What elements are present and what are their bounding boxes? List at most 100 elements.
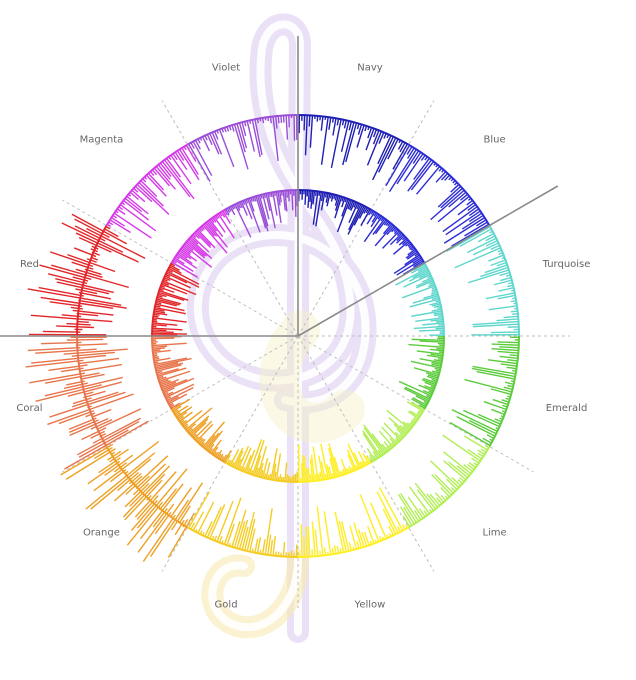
bar-outer-yellow bbox=[336, 546, 340, 554]
bar-inner-emerald bbox=[426, 375, 438, 381]
bar-outer-coral bbox=[77, 343, 108, 346]
bar-outer-magenta bbox=[123, 199, 150, 221]
bar-inner-red bbox=[153, 317, 187, 323]
bar-outer-ext-orange bbox=[171, 520, 179, 531]
bar-inner-magenta bbox=[220, 211, 226, 218]
bar-inner-emerald bbox=[430, 353, 443, 357]
bar-inner-emerald bbox=[419, 340, 444, 343]
bar-inner-gold bbox=[275, 453, 282, 481]
bar-inner-yellow bbox=[365, 455, 371, 464]
bar-inner-magenta bbox=[181, 247, 191, 255]
bar-outer-magenta bbox=[140, 180, 158, 197]
bar-outer-ext-red bbox=[75, 268, 87, 274]
bar-outer-navy bbox=[366, 131, 383, 166]
bar-inner-gold bbox=[265, 462, 271, 479]
bar-inner-turquoise bbox=[401, 285, 436, 299]
bar-inner-yellow bbox=[342, 468, 346, 475]
segment-label-blue: Blue bbox=[484, 134, 506, 145]
bar-inner-gold bbox=[270, 448, 278, 480]
bar-outer-lime bbox=[436, 497, 443, 505]
bar-outer-lime bbox=[430, 460, 460, 489]
bar-inner-blue bbox=[374, 219, 387, 235]
bar-outer-lime bbox=[426, 493, 439, 508]
bar-outer-emerald bbox=[486, 434, 495, 440]
bar-outer-ext-red bbox=[74, 218, 103, 235]
bar-inner-red bbox=[158, 290, 189, 301]
bar-outer-red bbox=[77, 326, 95, 329]
bar-outer-lime bbox=[403, 506, 415, 525]
bar-inner-emerald bbox=[415, 395, 429, 403]
bar-outer-orange bbox=[119, 462, 128, 468]
bar-outer-orange bbox=[113, 448, 129, 460]
bar-inner-lime bbox=[406, 401, 424, 412]
bar-outer-magenta bbox=[134, 185, 153, 203]
bar-outer-ext-coral bbox=[58, 411, 91, 425]
bar-inner-turquoise bbox=[429, 301, 441, 306]
bar-inner-coral bbox=[156, 364, 182, 372]
bar-outer-lime bbox=[463, 464, 473, 473]
bar-inner-yellow bbox=[347, 454, 356, 471]
bar-outer-orange bbox=[166, 503, 175, 515]
bar-inner-orange bbox=[186, 423, 196, 432]
bar-outer-ext-red bbox=[78, 236, 97, 247]
bar-inner-magenta bbox=[180, 248, 198, 262]
ring-outer-arc bbox=[297, 526, 409, 558]
bar-inner-emerald bbox=[434, 367, 441, 371]
bar-inner-magenta bbox=[183, 244, 213, 268]
bar-outer-ext-orange bbox=[174, 523, 183, 536]
bar-outer-coral bbox=[84, 381, 122, 393]
bar-inner-violet bbox=[265, 193, 271, 212]
bar-inner-navy bbox=[348, 202, 359, 223]
bar-inner-coral bbox=[162, 377, 195, 392]
bar-inner-red bbox=[160, 286, 175, 294]
bar-outer-blue bbox=[412, 151, 422, 164]
bar-outer-lime bbox=[431, 474, 452, 496]
bar-outer-red bbox=[80, 297, 122, 306]
bar-inner-violet bbox=[239, 201, 243, 209]
bar-outer-ext-coral bbox=[78, 442, 106, 458]
bar-outer-red bbox=[77, 318, 113, 323]
bar-inner-navy bbox=[310, 190, 314, 209]
bar-outer-emerald bbox=[499, 355, 518, 360]
bar-inner-lime bbox=[394, 431, 403, 440]
bar-inner-turquoise bbox=[413, 325, 444, 330]
bar-outer-orange bbox=[176, 482, 204, 522]
bar-outer-yellow bbox=[311, 521, 316, 557]
ring-inner-arc bbox=[224, 189, 299, 211]
bar-outer-emerald bbox=[451, 408, 498, 433]
bar-inner-emerald bbox=[416, 350, 443, 355]
bar-outer-ext-red bbox=[27, 288, 81, 299]
bar-outer-lime bbox=[448, 461, 469, 479]
bar-outer-magenta bbox=[136, 183, 170, 215]
bar-outer-ext-orange bbox=[154, 514, 170, 535]
bar-inner-navy bbox=[341, 198, 349, 217]
bar-inner-red bbox=[152, 322, 178, 326]
bar-inner-navy bbox=[353, 205, 365, 226]
bar-outer-blue bbox=[445, 210, 481, 236]
bar-outer-red bbox=[86, 271, 103, 279]
bar-outer-navy bbox=[357, 124, 363, 135]
bar-outer-yellow bbox=[359, 494, 380, 542]
bar-outer-emerald bbox=[463, 409, 500, 428]
bar-outer-turquoise bbox=[454, 247, 501, 269]
bar-inner-turquoise bbox=[403, 273, 431, 288]
bar-inner-orange bbox=[178, 415, 184, 421]
bar-outer-blue bbox=[407, 159, 433, 192]
bar-inner-coral bbox=[164, 391, 174, 397]
bar-inner-blue bbox=[366, 211, 376, 225]
bar-inner-emerald bbox=[408, 343, 444, 348]
bar-outer-lime bbox=[467, 463, 475, 471]
bar-inner-gold bbox=[255, 467, 260, 477]
ring-inner-arc bbox=[151, 335, 173, 410]
bar-outer-blue bbox=[461, 214, 484, 230]
bar-outer-red bbox=[82, 284, 114, 294]
bar-inner-blue bbox=[371, 213, 379, 223]
bar-outer-turquoise bbox=[490, 244, 500, 250]
bar-inner-coral bbox=[152, 347, 166, 350]
bar-outer-lime bbox=[440, 487, 451, 498]
bar-outer-violet bbox=[246, 120, 256, 152]
bar-outer-orange bbox=[129, 471, 139, 481]
bar-outer-lime bbox=[468, 461, 477, 468]
bar-inner-lime bbox=[386, 409, 411, 431]
